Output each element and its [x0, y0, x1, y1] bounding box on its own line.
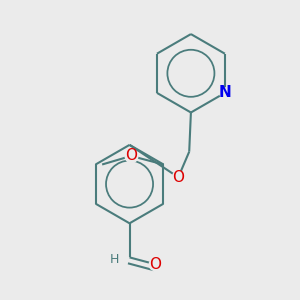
Text: N: N	[218, 85, 231, 100]
Text: O: O	[149, 257, 161, 272]
Text: H: H	[110, 253, 119, 266]
Text: O: O	[172, 170, 184, 185]
Text: O: O	[125, 148, 137, 164]
